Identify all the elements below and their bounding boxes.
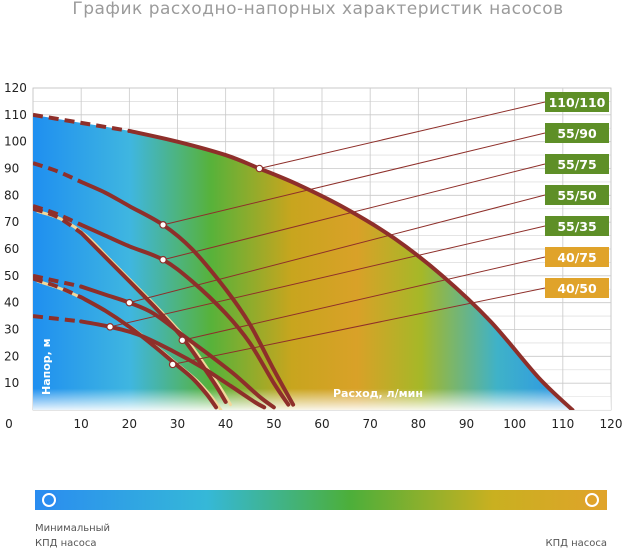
curve-55-90 [79,179,296,407]
legend-label-55-35: 55/35 [557,219,596,234]
x-tick-label: 80 [411,417,426,431]
y-tick-label: 120 [4,81,27,95]
legend-box-110-110 [545,92,609,112]
x-tick-label: 70 [363,417,378,431]
legend-box-55-50 [545,185,609,205]
legend-label-40-50: 40/50 [557,281,597,296]
chart-title: График расходно-напорных характеристик н… [72,0,563,19]
x-tick-label: 30 [170,417,185,431]
curve-40-50 [79,295,219,410]
legend-box-40-50 [545,278,609,298]
curve-dashed-55-90 [33,161,82,184]
leader-40-75 [182,256,546,341]
x-axis-label: Расход, л/мин [333,387,423,400]
efficiency-fill [33,114,573,410]
marker-55-50 [125,298,134,307]
curve-dashed-55-50 [33,273,82,289]
legend-box-55-75 [545,154,609,174]
efficiency-bar [35,490,607,510]
curve-55-75 [79,222,291,407]
efficiency-area [33,114,611,410]
curve-40-75 [79,230,228,404]
y-tick-label: 60 [4,242,19,256]
y-tick-label: 90 [4,162,19,176]
y-tick-label: 30 [4,323,19,337]
curve-dashed-55-75 [33,204,82,227]
y-tick-label: 50 [4,269,19,283]
legend-label-40-75: 40/75 [557,250,596,265]
y-tick-label: 80 [4,188,19,202]
legend-label-55-75: 55/75 [557,157,596,172]
axis-ticks: 10 20 30 40 50 60 70 80 90 100 110 120 0 10 20 30 40 50 60… [4,81,622,431]
legend-box-40-75 [545,247,609,267]
max-efficiency-dot [587,495,597,505]
legend-label-55-90: 55/90 [557,126,597,141]
leader-55-75 [162,163,546,261]
legend-box-55-90 [545,123,609,143]
legend: 110/110 55/90 55/75 55/50 55/35 40/75 40/50 [545,92,609,298]
x-tick-label: 10 [74,417,89,431]
y-tick-label: 40 [4,296,19,310]
y-tick-label: 100 [4,135,27,149]
x-tick-label: 20 [122,417,137,431]
min-efficiency-label-line2: КПД насоса [35,538,97,549]
leader-lines [106,101,546,369]
min-efficiency-label-line1: Минимальный [35,523,110,534]
marker-40-75 [178,336,187,345]
marker-40-50 [168,360,177,369]
y-tick-label: 70 [4,215,19,229]
leader-55-35 [109,225,546,328]
x-tick-label: 100 [503,417,526,431]
curve-dashed-40-50 [33,276,82,300]
curve-dashed-55-35 [33,314,82,324]
leader-55-90 [162,132,546,226]
marker-55-75 [159,255,167,264]
pump-curves [33,112,575,410]
marker-110-110 [255,164,264,173]
marker-55-35 [106,323,114,331]
y-tick-label: 20 [4,349,19,363]
leader-110-110 [259,101,546,169]
leader-40-50 [172,287,546,365]
legend-box-55-35 [545,216,609,236]
x-tick-label: 50 [266,417,281,431]
y-tick-label: 110 [4,108,27,122]
min-efficiency-dot [44,495,54,505]
leader-55-50 [129,194,546,304]
y-tick-label: 10 [4,376,19,390]
legend-label-110-110: 110/110 [549,95,606,110]
curve-dashed-40-75 [33,206,83,235]
x-tick-label: 90 [459,417,474,431]
legend-label-55-50: 55/50 [557,188,597,203]
efficiency-legend: Минимальный КПД насоса КПД насоса multic… [35,490,610,549]
x-tick-label: 40 [218,417,233,431]
max-efficiency-label-line2: КПД насоса [545,538,607,549]
watermark: multicom.by [484,515,610,536]
y-axis-label: Напор, м [40,338,53,395]
curve-110-110 [127,128,575,410]
x-tick-label: 60 [314,417,329,431]
efficiency-fade [33,388,611,410]
x-tick-label: 120 [600,417,623,431]
x-tick-label: 110 [551,417,574,431]
marker-55-90 [159,221,167,229]
x-tick-label: 0 [5,417,13,431]
curve-dashed-110-110 [33,112,130,133]
